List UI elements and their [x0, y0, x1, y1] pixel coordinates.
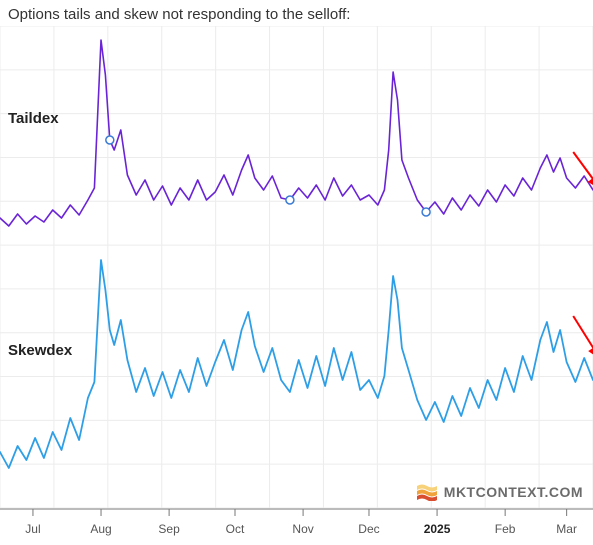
chart-plot-area	[0, 26, 593, 508]
x-tick-label: Jul	[25, 522, 40, 536]
chart-title: Options tails and skew not responding to…	[8, 6, 350, 23]
series-label-skewdex: Skewdex	[8, 342, 72, 359]
series-label-taildex: Taildex	[8, 110, 59, 127]
x-axis: Jul Aug Sep Oct Nov Dec 2025 Feb Mar	[0, 508, 593, 545]
x-tick-label: Aug	[90, 522, 111, 536]
x-tick-label: Nov	[292, 522, 313, 536]
x-tick-label: Feb	[495, 522, 516, 536]
watermark-text: MKTCONTEXT.COM	[444, 484, 583, 500]
watermark: MKTCONTEXT.COM	[416, 483, 583, 501]
x-tick-label: Dec	[358, 522, 379, 536]
x-tick-label: Mar	[556, 522, 577, 536]
watermark-icon	[416, 483, 438, 501]
x-tick-label: Oct	[226, 522, 245, 536]
x-tick-label: Sep	[158, 522, 179, 536]
x-tick-label: 2025	[424, 522, 451, 536]
chart-svg	[0, 26, 593, 508]
